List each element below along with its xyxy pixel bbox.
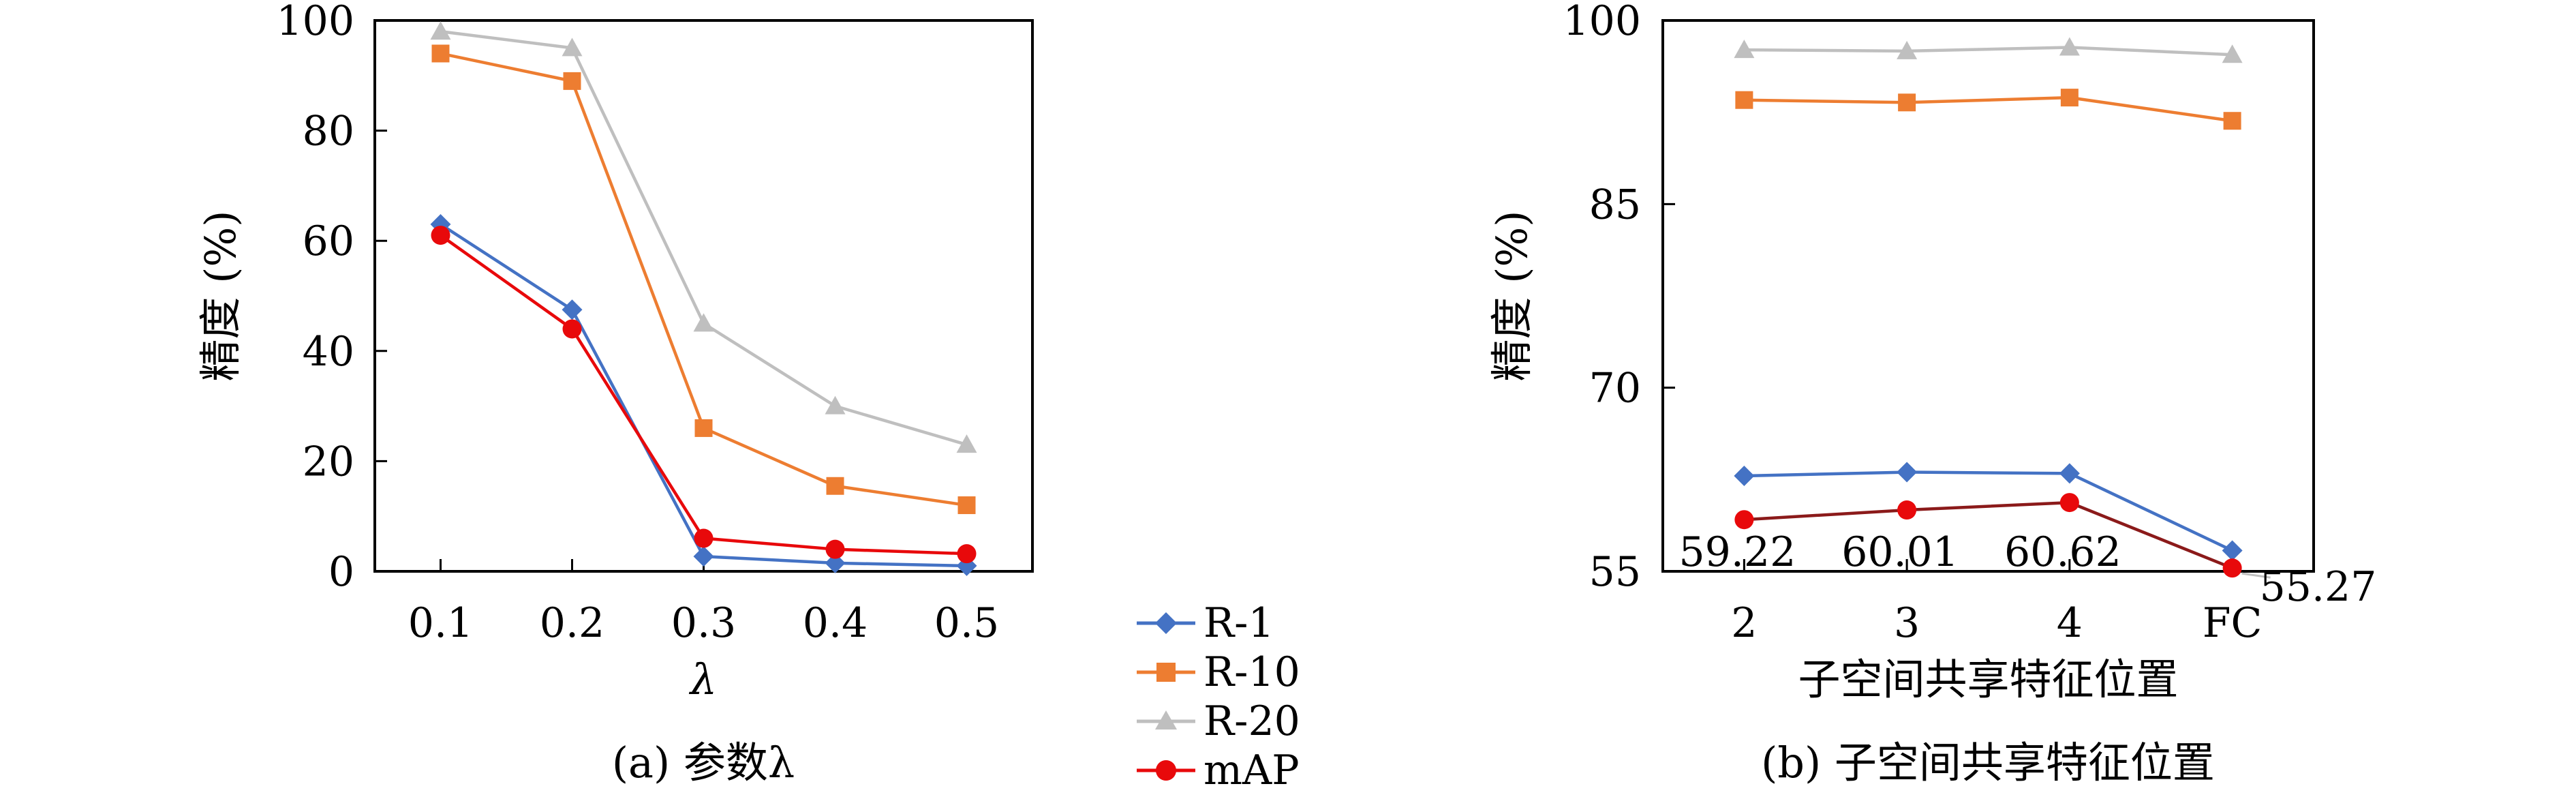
- panel-b-series-line-r10: [1744, 95, 2233, 123]
- panel-a-caption: (a) 参数λ: [612, 738, 795, 787]
- legend-item-map: mAP: [1137, 747, 1300, 794]
- panel-a-point-r20: [956, 434, 977, 453]
- panel-b-xtick-label: 4: [2057, 599, 2083, 647]
- panel-b-data-label-leader: [2241, 572, 2271, 579]
- legend-item-r1: R-1: [1137, 599, 1274, 647]
- panel-b-chart: 55 70 85 100 2 3 4 FC 子空间共享特征位置 精度 (%) (b) 子空间共享特征…: [1487, 0, 2376, 787]
- panel-b-point-r1: [1734, 465, 1755, 486]
- panel-b-xtick-label: 3: [1894, 599, 1920, 647]
- panel-a-chart: 0 20 40 60 80 100 0.1 0.2 0.3 0.4 0.5 λ 精度 (%) (a) 参数…: [196, 0, 1034, 787]
- panel-b-series-line-r20: [1744, 46, 2233, 57]
- panel-a-ytick-label: 20: [303, 438, 354, 485]
- legend-item-r10: R-10: [1137, 648, 1300, 696]
- panel-b-x-axis-title: 子空间共享特征位置: [1798, 655, 2178, 704]
- panel-b-ytick-label: 55: [1589, 548, 1641, 596]
- panel-b-xtick-label: FC: [2203, 599, 2263, 647]
- panel-a-point-r10: [431, 44, 450, 63]
- panel-a-point-map: [957, 544, 977, 564]
- panel-b-point-r20: [1734, 40, 1755, 59]
- legend: R-1 R-10 R-20 mAP: [1137, 599, 1300, 794]
- panel-a-x-axis-title: λ: [688, 655, 717, 704]
- panel-a-point-r20: [562, 37, 583, 57]
- panel-b-point-r20: [1897, 40, 1918, 59]
- panel-b-point-map: [2222, 558, 2242, 578]
- panel-a-xtick-label: 0.5: [934, 599, 999, 647]
- panel-a-point-map: [825, 539, 845, 559]
- panel-b-data-label: 60.01: [1841, 528, 1959, 576]
- panel-a-xtick-label: 0.3: [671, 599, 736, 647]
- panel-a-y-axis-title: 精度 (%): [196, 211, 245, 382]
- panel-a-point-r10: [694, 419, 713, 437]
- panel-a-point-r20: [430, 21, 451, 40]
- panel-b-plot-frame: [1661, 19, 2315, 573]
- panel-b-point-map: [1734, 510, 1754, 530]
- panel-b-point-r1: [2059, 463, 2080, 484]
- panel-b-point-r20: [2059, 37, 2080, 56]
- panel-b-xtick-label: 2: [1731, 599, 1757, 647]
- panel-a-ytick-label: 40: [303, 328, 354, 376]
- panel-b-data-label: 55.27: [2260, 563, 2377, 611]
- panel-b-series-line-map: [1744, 500, 2233, 570]
- panel-b-point-r10: [2060, 89, 2079, 107]
- panel-b-point-r1: [1897, 462, 1918, 483]
- panel-a-point-r1: [693, 546, 714, 567]
- panel-a-ytick-label: 80: [303, 108, 354, 155]
- panel-a-point-r20: [693, 313, 714, 332]
- panel-a-series-line-r10: [440, 52, 967, 507]
- panel-a-point-r20: [825, 395, 846, 415]
- legend-label-r1: R-1: [1203, 599, 1274, 647]
- panel-b-point-r10: [1898, 93, 1916, 112]
- panel-b-ytick-label: 70: [1589, 365, 1641, 412]
- panel-b-data-label: 59.22: [1678, 528, 1796, 576]
- panel-a-point-map: [431, 226, 450, 245]
- panel-a-point-map: [694, 528, 714, 548]
- panel-a-point-r10: [563, 72, 581, 90]
- panel-b-point-r1: [2222, 540, 2243, 561]
- panel-a-series-line-r20: [440, 29, 968, 447]
- panel-a-ytick-label: 100: [276, 0, 354, 45]
- panel-b-y-axis-title: 精度 (%): [1487, 211, 1537, 382]
- panel-b-point-r10: [1735, 91, 1753, 109]
- legend-label-map: mAP: [1203, 747, 1300, 794]
- panel-a-plot-frame: [373, 19, 1034, 573]
- panel-a-ytick-label: 0: [328, 548, 354, 596]
- panel-b-point-r20: [2222, 44, 2243, 63]
- panel-a-xtick-label: 0.4: [803, 599, 868, 647]
- legend-label-r20: R-20: [1203, 697, 1300, 745]
- panel-a-xtick-label: 0.2: [540, 599, 604, 647]
- panel-a-point-map: [562, 319, 582, 339]
- panel-b-series-line-r1: [1744, 470, 2233, 552]
- legend-item-r20: R-20: [1137, 697, 1300, 745]
- panel-a-series-line-map: [440, 234, 967, 556]
- panel-b-point-map: [2059, 493, 2079, 513]
- panel-a-point-r1: [562, 299, 583, 320]
- panel-b-ytick-label: 100: [1563, 0, 1641, 45]
- panel-a-point-r1: [825, 552, 846, 573]
- panel-b-point-map: [1897, 500, 1917, 520]
- legend-label-r10: R-10: [1203, 648, 1300, 696]
- panel-b-data-label: 60.62: [2004, 528, 2121, 576]
- panel-a-point-r10: [826, 477, 844, 495]
- panel-b-ytick-label: 85: [1589, 181, 1641, 228]
- panel-a-xtick-label: 0.1: [408, 599, 473, 647]
- panel-a-ytick-label: 60: [303, 217, 354, 265]
- panel-a-series-line-r1: [440, 223, 967, 568]
- panel-b-point-r10: [2223, 112, 2241, 130]
- panel-b-caption: (b) 子空间共享特征位置: [1761, 738, 2215, 787]
- panel-a-point-r10: [957, 496, 976, 515]
